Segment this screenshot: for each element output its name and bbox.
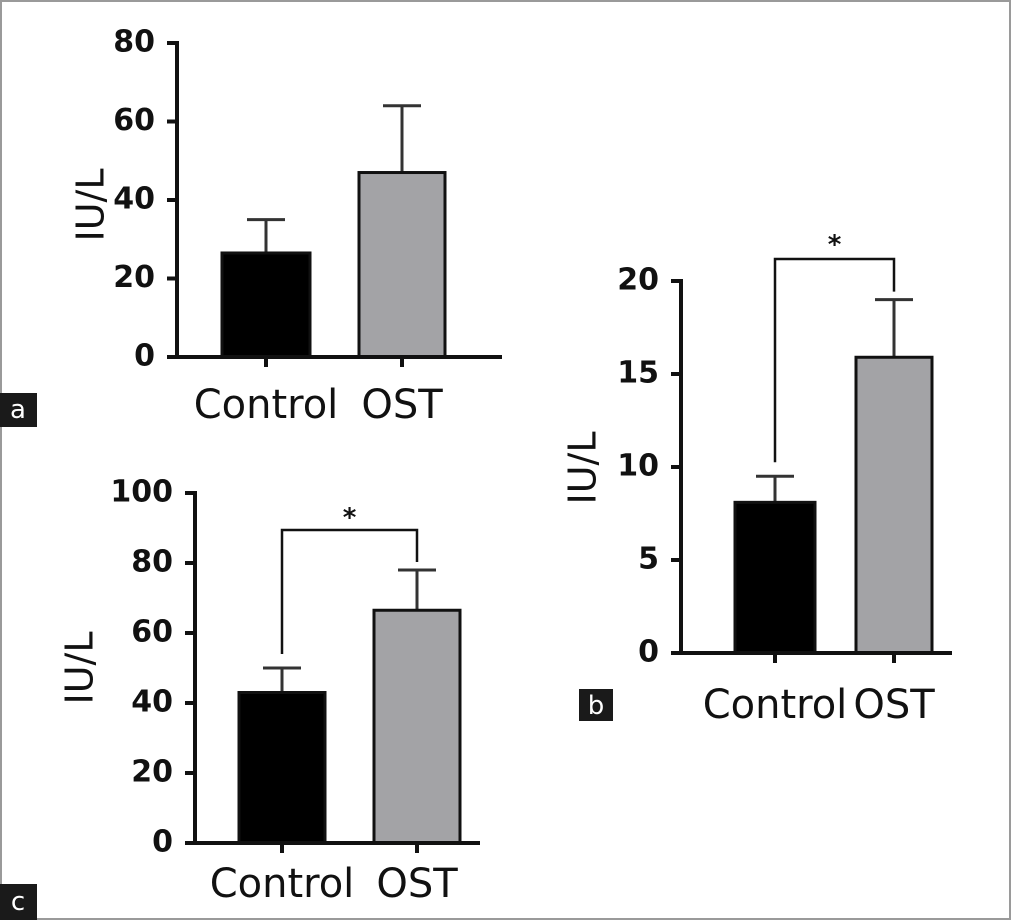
panel-a-ytick-label-20: 20 [113,260,155,295]
panel-b: IU/L Control OST 0 5 10 15 20 * [561,230,952,728]
panel-a-ytick-label-60: 60 [113,103,155,138]
panel-b-bar-control [733,500,817,655]
panel-c-xtick-label-control: Control [210,861,355,907]
panel-a: IU/L Control OST 0 20 40 60 80 [69,25,502,428]
panel-c-significance-bracket [280,528,419,654]
panel-a-y-axis-label: IU/L [69,169,113,242]
panel-b-bar-ost [854,355,934,655]
panel-a-xtick-label-ost: OST [361,382,443,428]
panel-b-tag: b [579,689,613,721]
panel-b-ytick-label-15: 15 [617,356,659,391]
panel-b-ytick-label-5: 5 [638,542,659,577]
panel-c: IU/L Control OST 0 20 40 60 80 100 * [58,475,480,907]
panel-c-ytick-label-0: 0 [152,825,173,860]
panel-c-letter: c [11,887,25,917]
panel-b-significance-star: * [828,230,842,260]
panel-b-xtick-label-ost: OST [853,682,935,728]
panel-b-xtick-label-control: Control [703,682,848,728]
panel-c-xtick-label-ost: OST [376,861,458,907]
panel-c-ytick-label-20: 20 [131,755,173,790]
panel-a-ytick-label-0: 0 [134,339,155,374]
panel-a-tag: a [0,393,37,427]
panel-c-significance-star: * [343,503,357,533]
panel-a-letter: a [10,395,26,425]
panel-c-ytick-label-100: 100 [110,475,173,510]
panel-c-bar-control [237,691,327,845]
panel-a-ytick-label-80: 80 [113,25,155,60]
panel-a-ytick-label-40: 40 [113,182,155,217]
panel-a-bar-control [220,251,312,359]
panel-b-ytick-label-10: 10 [617,449,659,484]
panel-c-y-axis-label: IU/L [58,632,102,705]
panel-b-y-axis-label: IU/L [561,432,605,505]
panel-b-ytick-label-20: 20 [617,263,659,298]
panel-c-ytick-label-80: 80 [131,545,173,580]
panel-a-xtick-label-control: Control [194,382,339,428]
panel-a-bar-ost [357,171,447,359]
panel-c-tag: c [0,884,37,920]
panel-c-ytick-label-60: 60 [131,615,173,650]
panel-b-significance-bracket [773,257,896,463]
panel-b-ytick-label-0: 0 [638,635,659,670]
panel-b-letter: b [588,691,605,721]
panel-c-ytick-label-40: 40 [131,685,173,720]
panel-c-bar-ost [372,608,462,845]
